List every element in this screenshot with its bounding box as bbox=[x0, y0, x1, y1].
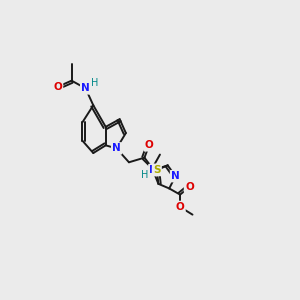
Text: O: O bbox=[176, 202, 184, 212]
Text: N: N bbox=[112, 143, 121, 153]
Text: N: N bbox=[81, 83, 90, 93]
Text: O: O bbox=[185, 182, 194, 192]
Text: S: S bbox=[153, 165, 160, 175]
Text: H: H bbox=[141, 170, 148, 180]
Text: N: N bbox=[149, 165, 158, 175]
Text: O: O bbox=[145, 140, 154, 150]
Text: O: O bbox=[53, 82, 62, 92]
Text: H: H bbox=[91, 78, 98, 88]
Text: N: N bbox=[171, 171, 180, 181]
